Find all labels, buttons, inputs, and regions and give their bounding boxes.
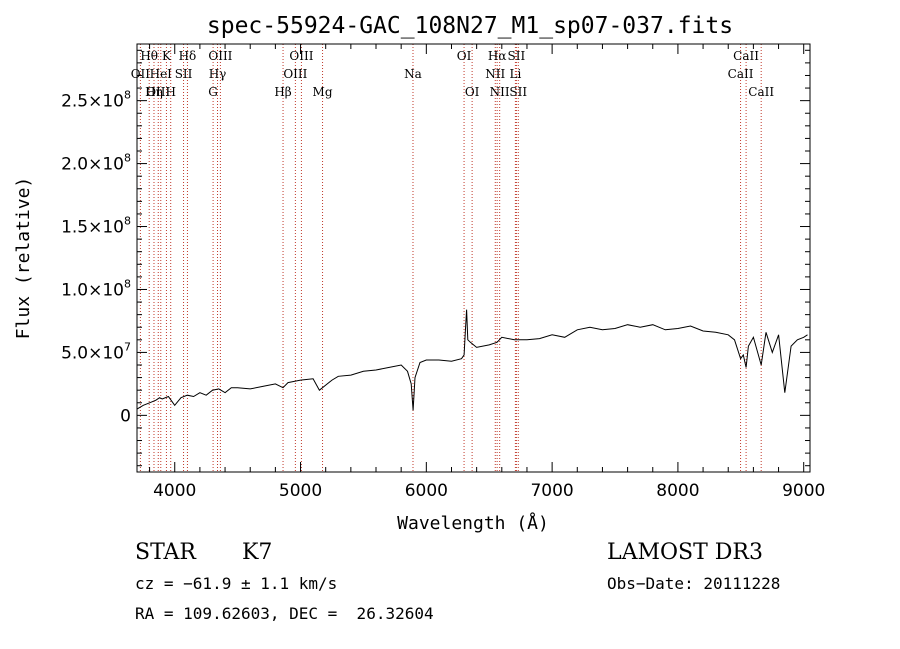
x-axis-ticks: 4000 5000 6000 7000 8000 9000 xyxy=(149,44,825,501)
spectral-line-label: Hθ xyxy=(140,49,158,63)
spectral-line-label: Hα xyxy=(488,49,507,63)
spectral-line-label: OIII xyxy=(208,49,232,63)
spectral-line-label: NII xyxy=(490,85,510,99)
spectral-line-label: CaII xyxy=(728,67,754,81)
y-tick-label: 5.0×107 xyxy=(61,340,131,363)
y-tick-mantissa: 0 xyxy=(120,406,131,426)
spectral-line-label: H xyxy=(165,85,175,99)
y-tick-exponent: 8 xyxy=(124,89,131,102)
spectral-line-label: Na xyxy=(404,67,422,81)
x-axis-label: Wavelength (Å) xyxy=(397,512,549,534)
chart-title: spec-55924-GAC_108N27_M1_sp07-037.fits xyxy=(207,13,733,39)
velocity-readout: cz = −61.9 ± 1.1 km/s xyxy=(135,574,338,593)
spectral-line-label: OIII xyxy=(289,49,313,63)
plot-frame xyxy=(136,43,811,473)
x-tick-label: 8000 xyxy=(656,481,699,501)
survey-name: LAMOST DR3 xyxy=(607,540,763,565)
spectral-line-label: OIII xyxy=(283,67,307,81)
x-tick-label: 4000 xyxy=(153,481,196,501)
x-tick-label: 6000 xyxy=(405,481,448,501)
spectral-line-label: Hδ xyxy=(179,49,197,63)
y-tick-mantissa: 1.0×10 xyxy=(61,280,124,300)
spectral-line-label: K xyxy=(162,49,172,63)
y-tick-exponent: 7 xyxy=(124,340,131,353)
spectral-line-label: OIII xyxy=(146,85,170,99)
object-subclass: K7 xyxy=(242,540,273,565)
spectral-line-markers xyxy=(139,44,762,472)
y-tick-label: 2.0×108 xyxy=(61,152,131,175)
y-tick-label: 1.0×108 xyxy=(61,277,131,300)
spectral-line-label: OI xyxy=(457,49,472,63)
y-tick-label: 1.5×108 xyxy=(61,215,131,238)
spectrum-series-line xyxy=(136,309,808,411)
y-tick-label: 0 xyxy=(120,406,131,426)
spectral-line-label: Hβ xyxy=(274,85,291,99)
spectral-line-label: SII xyxy=(509,85,527,99)
spectral-line-label: SII xyxy=(508,49,526,63)
y-tick-mantissa: 2.5×10 xyxy=(61,92,124,112)
spectral-line-label: OI xyxy=(465,85,480,99)
y-tick-mantissa: 5.0×10 xyxy=(61,343,124,363)
obs-date: Obs−Date: 20111228 xyxy=(607,574,781,593)
y-axis-label: Flux (relative) xyxy=(13,177,34,340)
spectral-line-label: G xyxy=(208,85,218,99)
y-tick-label: 2.5×108 xyxy=(61,89,131,112)
x-tick-label: 5000 xyxy=(279,481,322,501)
spectral-line-label: Li xyxy=(509,67,521,81)
spectral-line-label: HeI xyxy=(150,67,173,81)
spectral-line-label: Hη xyxy=(145,85,163,99)
y-tick-exponent: 8 xyxy=(124,152,131,165)
object-type: STAR xyxy=(135,540,196,565)
spectral-line-label: Hγ xyxy=(209,67,227,81)
spectral-line-label: Mg xyxy=(313,85,333,99)
spectral-line-label: CaII xyxy=(733,49,759,63)
x-tick-label: 9000 xyxy=(782,481,825,501)
y-tick-exponent: 8 xyxy=(124,277,131,290)
x-tick-label: 7000 xyxy=(530,481,573,501)
y-tick-mantissa: 2.0×10 xyxy=(61,155,124,175)
spectral-line-label: CaII xyxy=(748,85,774,99)
spectral-line-label: OII xyxy=(131,67,151,81)
spectral-line-label: NII xyxy=(485,67,505,81)
y-tick-mantissa: 1.5×10 xyxy=(61,218,124,238)
y-tick-exponent: 8 xyxy=(124,215,131,228)
spectral-line-label: SII xyxy=(175,67,193,81)
coordinates: RA = 109.62603, DEC = 26.32604 xyxy=(135,604,434,623)
